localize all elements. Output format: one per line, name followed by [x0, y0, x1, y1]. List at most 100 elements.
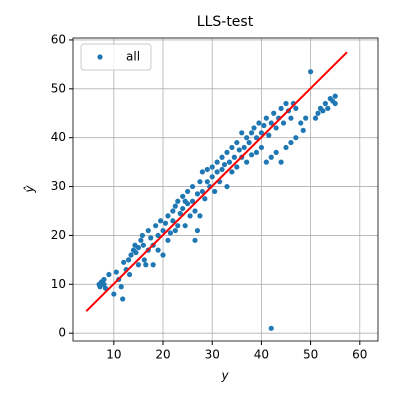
point: [239, 130, 245, 136]
point: [180, 205, 186, 212]
point: [192, 208, 198, 214]
point: [170, 208, 176, 214]
point: [268, 154, 274, 160]
legend-box: [80, 43, 152, 71]
point: [251, 125, 257, 131]
point: [97, 284, 103, 290]
point: [157, 218, 164, 224]
point: [209, 164, 215, 170]
point: [189, 183, 196, 190]
point: [258, 130, 265, 136]
point: [278, 159, 284, 165]
point: [118, 284, 124, 290]
x-tick-label: 20: [155, 348, 170, 362]
point: [138, 237, 144, 243]
point: [246, 139, 252, 146]
point: [320, 108, 326, 114]
point: [300, 127, 306, 133]
point: [185, 201, 191, 207]
point: [106, 271, 112, 278]
point: [224, 183, 230, 190]
point: [248, 130, 255, 136]
point: [214, 169, 220, 175]
point: [219, 166, 225, 173]
point: [202, 196, 208, 202]
y-tick-label: 40: [51, 130, 66, 144]
point: [236, 147, 242, 153]
point: [273, 125, 279, 131]
point: [253, 135, 260, 141]
y-tick-label: 30: [51, 179, 66, 193]
point: [101, 276, 107, 283]
point: [194, 227, 201, 234]
point: [192, 237, 198, 243]
point: [308, 69, 314, 75]
point: [155, 247, 161, 253]
x-tick-label: 30: [205, 348, 220, 362]
x-axis-label: y: [220, 369, 229, 383]
point: [160, 227, 166, 234]
point: [126, 271, 133, 278]
point: [170, 218, 176, 224]
point: [268, 120, 274, 126]
point: [135, 245, 142, 251]
point: [155, 232, 161, 239]
point: [197, 179, 203, 185]
point: [263, 159, 269, 165]
point: [145, 227, 151, 234]
point: [303, 115, 309, 121]
point: [133, 249, 139, 256]
x-tick-label: 40: [254, 348, 269, 362]
point: [271, 110, 277, 116]
point: [194, 191, 201, 197]
point: [189, 198, 196, 204]
point: [248, 152, 255, 158]
point: [141, 257, 147, 263]
y-tick-label: 10: [51, 277, 66, 291]
point: [175, 198, 181, 204]
point: [298, 120, 304, 126]
point: [165, 237, 171, 243]
point: [139, 232, 145, 239]
point: [187, 213, 193, 219]
point: [312, 115, 319, 121]
point: [150, 262, 156, 268]
point: [315, 110, 321, 116]
y-tick-label: 20: [51, 228, 66, 242]
point: [224, 149, 230, 155]
point: [162, 220, 169, 226]
point: [278, 105, 284, 111]
point: [325, 105, 331, 111]
point: [165, 213, 171, 219]
point: [283, 100, 289, 107]
point: [244, 135, 250, 141]
point: [153, 223, 159, 229]
legend-label: all: [126, 50, 140, 64]
point: [268, 325, 274, 331]
point: [253, 149, 260, 155]
point: [113, 269, 119, 275]
point: [288, 115, 294, 121]
point: [199, 169, 205, 175]
point: [101, 281, 107, 287]
point: [221, 161, 228, 168]
point: [263, 115, 269, 121]
point: [175, 223, 181, 229]
point: [125, 257, 132, 263]
point: [231, 154, 237, 160]
legend-marker: [97, 54, 103, 60]
point: [288, 139, 294, 146]
point: [160, 252, 166, 258]
point: [214, 159, 220, 165]
point: [212, 188, 218, 195]
point: [148, 235, 154, 241]
point: [140, 242, 146, 248]
point: [180, 193, 186, 199]
point: [244, 159, 250, 165]
point: [197, 213, 203, 219]
point: [332, 93, 338, 99]
point: [258, 144, 265, 151]
point: [182, 223, 188, 229]
y-axis-label: ŷ: [23, 185, 37, 194]
point: [172, 203, 178, 209]
